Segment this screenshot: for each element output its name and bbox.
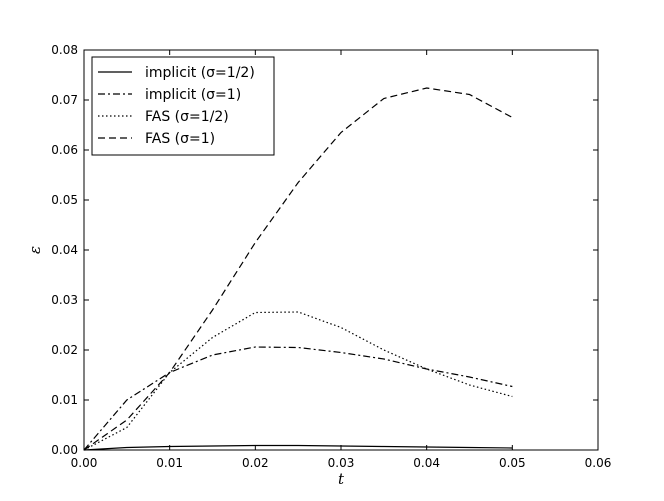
legend: implicit (σ=1/2) implicit (σ=1) FAS (σ=1/2… [91, 56, 275, 156]
y-tick-label: 0.06 [51, 143, 78, 157]
y-tick-label: 0.03 [51, 293, 78, 307]
x-tick-label: 0.04 [413, 456, 440, 470]
legend-items: implicit (σ=1/2) implicit (σ=1) FAS (σ=1/2… [98, 65, 255, 147]
series-line-2 [83, 346, 513, 451]
x-axis-label: t [338, 470, 345, 488]
series-line-3 [83, 311, 513, 451]
legend-label-1: implicit (σ=1/2) [145, 65, 255, 81]
x-tick-label: 0.03 [328, 456, 355, 470]
x-tick-label: 0.00 [71, 456, 98, 470]
y-tick-label: 0.05 [51, 193, 78, 207]
series-line-4 [83, 87, 513, 451]
y-tick-label: 0.04 [51, 243, 78, 257]
y-tick-label: 0.07 [51, 93, 78, 107]
y-axis-label: ε [26, 246, 44, 254]
legend-label-3: FAS (σ=1/2) [145, 109, 229, 125]
tick-layer: 0.00 0.01 0.02 0.03 0.04 0.05 0.06 0.00 0.01 0.02… [51, 43, 611, 470]
y-tick-label: 0.08 [51, 43, 78, 57]
x-tick-label: 0.06 [585, 456, 612, 470]
x-tick-label: 0.01 [156, 456, 183, 470]
series-line-1 [83, 444, 513, 451]
legend-label-4: FAS (σ=1) [145, 131, 215, 147]
legend-label-2: implicit (σ=1) [145, 87, 241, 103]
series-layer [83, 87, 513, 451]
y-tick-label: 0.01 [51, 393, 78, 407]
x-tick-label: 0.05 [499, 456, 526, 470]
y-tick-label: 0.00 [51, 443, 78, 457]
y-tick-label: 0.02 [51, 343, 78, 357]
legend-box [91, 56, 275, 156]
x-tick-label: 0.02 [242, 456, 269, 470]
